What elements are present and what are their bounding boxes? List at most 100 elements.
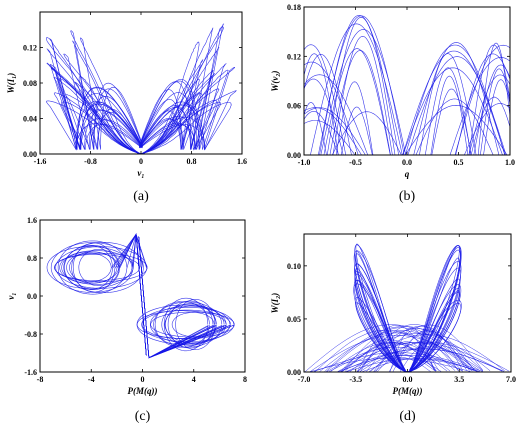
trajectory-curve (138, 236, 214, 359)
trajectory-curve (325, 330, 474, 372)
trajectory-curve (304, 324, 477, 372)
trajectory-curve (353, 279, 408, 372)
x-tick-label: 0.0 (403, 375, 413, 384)
trajectory-curve (402, 50, 506, 155)
trajectory-curve (354, 273, 408, 372)
trajectory-curve (468, 44, 510, 155)
trajectory-curve (373, 324, 484, 372)
trajectory-curve (54, 234, 147, 356)
x-axis-label: P(M(q)) (393, 386, 423, 396)
y-tick-label: 0.12 (287, 52, 301, 61)
x-axis-label: v₁ (137, 168, 144, 178)
trajectory-curve (138, 59, 204, 154)
x-tick-label: -8 (37, 375, 44, 384)
trajectory-curve (404, 104, 508, 155)
trajectory-curve (326, 17, 396, 155)
trajectory-curve (415, 98, 494, 155)
trajectory-curve (72, 233, 147, 356)
trajectory-curve (419, 53, 477, 155)
trajectory-curve (49, 64, 143, 154)
trajectory-curve (139, 23, 225, 154)
x-tick-label: 0 (139, 157, 143, 166)
panel-c: -8 -4 0 4 8 -1.6 -0.8 0.0 0.8 1.6 P(M(q)) v₁ (c) (6, 216, 247, 424)
plot-frame (39, 219, 246, 373)
x-tick-label: 0.0 (402, 158, 412, 167)
trajectory-curve (349, 334, 505, 372)
trajectory-curve (138, 236, 215, 359)
y-tick-label: 0.10 (287, 262, 301, 271)
x-tick-label: -1.0 (298, 158, 311, 167)
trajectory-curve (356, 325, 436, 372)
y-axis-label: v₁ (6, 292, 16, 299)
y-tick-label: 0.08 (23, 79, 37, 88)
y-tick-label: 0.00 (287, 151, 301, 160)
trajectory-curve (407, 257, 460, 372)
y-tick-label: -1.6 (24, 368, 37, 377)
trajectory-curve (361, 358, 479, 372)
x-axis-label: P(M(q)) (128, 386, 158, 396)
trajectory-curve (345, 358, 481, 372)
trajectory-curve (464, 103, 510, 155)
trajectory-curve (477, 42, 510, 155)
panel-caption: (d) (399, 409, 416, 424)
trajectory-curve (332, 35, 393, 155)
x-tick-label: 0.8 (187, 157, 197, 166)
trajectory-curve (54, 234, 148, 356)
trajectory-curve (63, 53, 143, 154)
trajectory-curve (66, 233, 147, 356)
trajectory-curve (304, 102, 327, 155)
x-tick-label: -0.8 (84, 157, 97, 166)
trajectory-curve (46, 62, 143, 154)
trajectory-curve (50, 234, 147, 356)
y-tick-label: -0.8 (24, 330, 37, 339)
trajectory-curve (454, 44, 510, 155)
trajectory-curve (359, 355, 442, 372)
trajectory-curve (304, 120, 356, 155)
y-tick-label: 0.0 (27, 292, 37, 301)
trajectory-curve (331, 111, 402, 155)
trajectory-curve (73, 81, 143, 154)
trajectory-curve (139, 73, 216, 154)
trajectory-b (304, 14, 510, 155)
trajectory-curve (424, 67, 472, 155)
panel-b: -1.0 -0.5 0.0 0.5 1.0 0.00 0.06 0.12 0.18 q W(v₂) (… (270, 3, 515, 204)
y-tick-label: 0.04 (23, 115, 37, 124)
trajectory-curve (402, 67, 503, 155)
trajectory-curve (323, 48, 391, 155)
x-tick-label: 0 (141, 375, 145, 384)
trajectory-curve (392, 329, 463, 372)
y-tick-label: 0.06 (287, 102, 301, 111)
x-tick-label: 3.5 (454, 375, 464, 384)
trajectory-curve (340, 106, 373, 155)
trajectory-curve (308, 357, 471, 372)
trajectory-curve (405, 44, 505, 155)
y-tick-label: 0.00 (287, 368, 301, 377)
panel-a: -1.6 -0.8 0 0.8 1.6 0.00 0.04 0.08 0.12 v₁ W(I₁) (a… (6, 11, 247, 204)
trajectory-curve (65, 94, 143, 154)
trajectory-curve (139, 88, 220, 154)
x-tick-label: -3.5 (349, 375, 362, 384)
y-axis-label: W(I₁) (6, 73, 16, 94)
trajectory-curve (138, 236, 210, 359)
trajectory-curve (312, 352, 483, 372)
y-tick-label: 0.00 (23, 150, 37, 159)
trajectory-curve (318, 332, 472, 372)
x-tick-label: 1.6 (237, 157, 247, 166)
trajectory-curve (69, 233, 147, 356)
trajectory-curve (345, 348, 503, 372)
trajectory-curve (64, 233, 147, 356)
trajectory-curve (45, 37, 143, 154)
trajectory-curve (413, 42, 500, 155)
trajectory-curve (139, 26, 224, 154)
trajectory-curve (329, 50, 391, 155)
trajectory-curve (455, 53, 510, 155)
panel-caption: (c) (135, 409, 151, 424)
x-tick-label: -0.5 (349, 158, 362, 167)
trajectory-curve (309, 334, 481, 372)
y-tick-label: 0.18 (287, 3, 301, 12)
trajectory-d (304, 243, 510, 372)
trajectory-curve (339, 339, 437, 372)
x-tick-label: 7.0 (506, 375, 516, 384)
trajectory-curve (139, 67, 235, 154)
trajectory-curve (389, 328, 435, 372)
